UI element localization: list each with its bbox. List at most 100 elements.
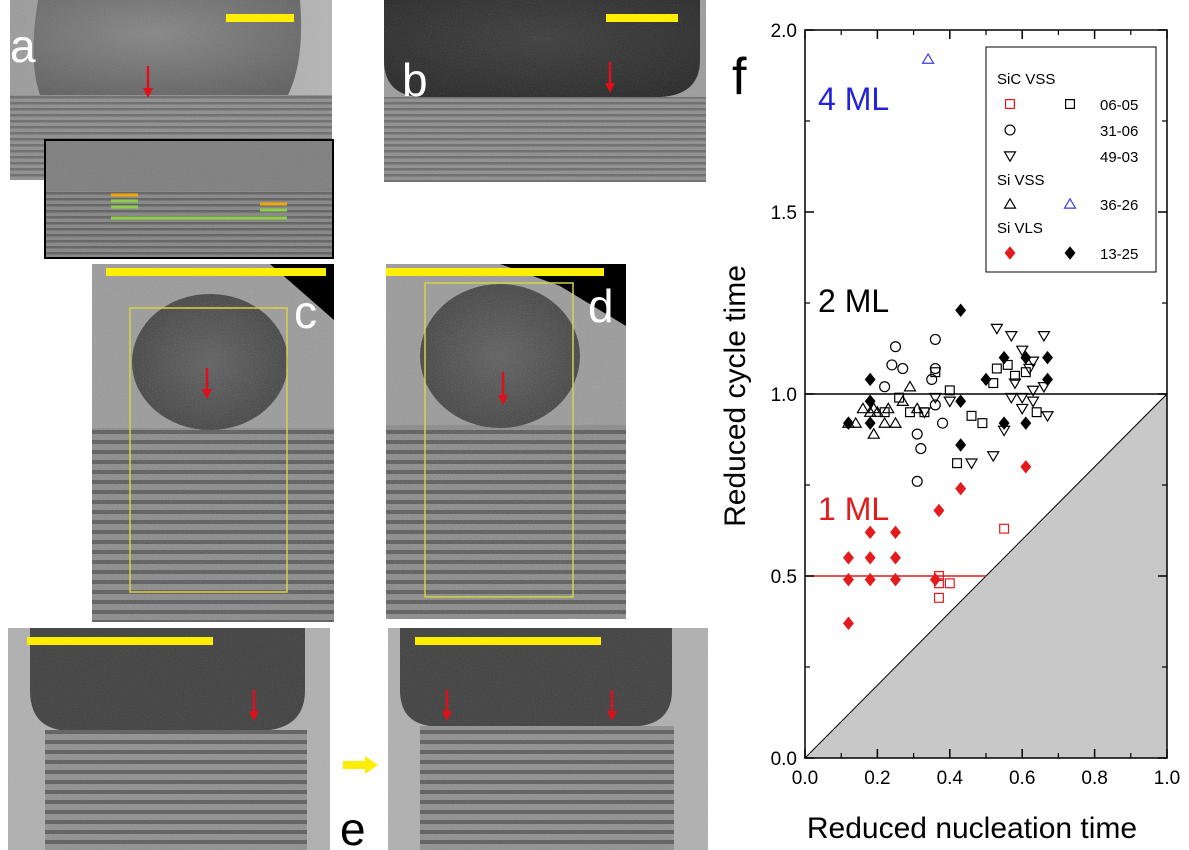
data-point-diamond-filled-red (864, 525, 876, 540)
data-point-circle-open-black (926, 373, 938, 385)
data-point-square-open-red (999, 523, 1010, 534)
data-point-diamond-filled-red (864, 572, 876, 587)
legend-marker-square-red (1004, 98, 1015, 109)
data-point-triangle-down-open-black (1037, 331, 1051, 343)
data-point-triangle-down-open-black (1037, 381, 1051, 394)
data-point-diamond-filled-black (980, 372, 992, 387)
y-tick-label: 0.5 (771, 567, 797, 588)
data-point-triangle-up-open-black (888, 416, 903, 428)
panel-d-roi-box (424, 282, 574, 598)
annotation-4ml: 4 ML (818, 81, 889, 117)
data-point-triangle-up-open-black (863, 405, 877, 417)
legend-frame (985, 46, 1157, 273)
data-point-diamond-filled-black (864, 416, 876, 430)
data-point-triangle-down-open-black (1004, 331, 1018, 343)
data-point-triangle-down-open-black (1015, 403, 1029, 415)
legend-marker-circle-open-black (1004, 124, 1016, 136)
legend-marker-diamond-filled-black (1064, 246, 1076, 260)
legend-label-13-25: 13-25 (1100, 246, 1138, 263)
data-point-square-open-black (1002, 359, 1013, 370)
panel-b-label: b (402, 54, 428, 106)
legend-marker-diamond-black (1064, 246, 1076, 260)
data-point-triangle-down-open-black (1026, 356, 1040, 368)
panel-e-right-scale-bar (415, 637, 601, 645)
y-tick-label: 1.0 (771, 385, 797, 406)
panel-b-arrow (605, 62, 615, 93)
legend-marker-diamond-red (1004, 246, 1016, 260)
panel-a: a (10, 0, 334, 259)
x-tick-label: 0.8 (1081, 768, 1107, 789)
annotation-2ml: 2 ML (818, 283, 889, 319)
data-point-diamond-filled-red (955, 481, 967, 496)
panel-c-arrow (202, 368, 212, 399)
x-tick-label: 1.0 (1154, 768, 1180, 789)
legend-title-si-vls: Si VLS (997, 220, 1043, 237)
data-point-circle-open-black (911, 428, 923, 440)
panel-f-label: f (732, 48, 747, 106)
data-point-diamond-filled-black (998, 350, 1010, 365)
data-point-diamond-filled-black (1020, 350, 1032, 365)
x-tick-label: 0.0 (792, 768, 818, 789)
panel-b-scale-bar (606, 14, 678, 22)
panel-c-corner (270, 264, 334, 320)
legend-marker-triangle-up-open-black (1003, 197, 1017, 209)
data-point-square-open-black (991, 363, 1002, 374)
data-point-triangle-down-open-black (1004, 392, 1018, 405)
data-point-triangle-down-open-black (1026, 385, 1040, 397)
legend-marker-triangle-up-open-blue (1063, 197, 1077, 209)
data-point-circle-open-black (889, 341, 902, 353)
data-point-triangle-up-open-black (903, 380, 917, 392)
data-point-triangle-down-open-black (928, 392, 942, 405)
data-point-circle-open-black (929, 362, 941, 375)
data-point-triangle-down-open-black (986, 451, 1000, 463)
legend-label-36-26: 36-26 (1100, 197, 1138, 214)
legend-title-si-vss: Si VSS (997, 172, 1045, 189)
data-point-circle-open-black (915, 443, 927, 455)
data-point-square-open-black (952, 458, 963, 469)
legend-label-31-06: 31-06 (1100, 123, 1138, 140)
data-point-square-open-red (944, 578, 955, 589)
data-point-triangle-up-open-black (878, 416, 892, 428)
data-point-triangle-down-open-black (964, 458, 979, 470)
data-point-diamond-filled-black (1042, 350, 1053, 365)
panel-a-inset (44, 139, 334, 259)
legend-title-sic-vss: SiC VSS (997, 71, 1055, 88)
legend-marker-diamond-filled-red (1004, 246, 1016, 260)
panel-e-left (8, 628, 330, 850)
data-point-triangle-up-open-black (881, 402, 895, 414)
data-point-square-open-black (966, 410, 977, 421)
panel-f-chart: 0.0 0.2 0.4 0.6 0.8 1.0 0.0 0.5 1.0 1.5 2.0 Reduce… (719, 21, 1180, 845)
y-tick-label: 1.5 (771, 203, 797, 224)
data-point-diamond-filled-black (955, 438, 967, 452)
data-point-diamond-filled-red (1020, 460, 1032, 474)
data-point-triangle-up-open-black (896, 394, 910, 407)
panel-d-arrow (498, 372, 508, 405)
x-tick-label: 0.4 (937, 768, 964, 789)
axis-ticks (804, 29, 1168, 759)
panel-b: b (384, 0, 706, 182)
annotation-1ml: 1 ML (818, 491, 889, 527)
data-point-triangle-up-open-black (910, 402, 924, 414)
data-point-diamond-filled-black (864, 394, 876, 409)
panel-d-scale-bar (386, 268, 604, 276)
panel-e-label: e (340, 803, 366, 850)
data-point-triangle-down-open-black (943, 396, 957, 408)
data-point-circle-open-black (911, 475, 923, 487)
data-point-diamond-filled-black (998, 416, 1010, 430)
legend-marker-square-open-black (1064, 98, 1075, 109)
x-axis-label: Reduced nucleation time (807, 812, 1137, 845)
legend-marker-triangle-down (1003, 151, 1017, 163)
data-point-circle-open-black (879, 381, 891, 393)
data-point-triangle-down-open-black (1008, 378, 1022, 390)
legend-marker-square-open-red (1004, 98, 1015, 109)
panel-e-right-arrow-2 (607, 690, 617, 721)
data-point-diamond-filled-red (864, 551, 876, 565)
panel-c-scale-bar (106, 268, 326, 276)
data-point-circle-open-black (897, 362, 909, 375)
x-tick-label: 0.2 (864, 768, 890, 789)
data-point-circle-open-black (886, 359, 898, 371)
legend-marker-triangle-down-open-black (1003, 151, 1017, 163)
panel-e-right-arrow-1 (442, 690, 452, 721)
data-point-triangle-down-open-black (1015, 392, 1029, 405)
